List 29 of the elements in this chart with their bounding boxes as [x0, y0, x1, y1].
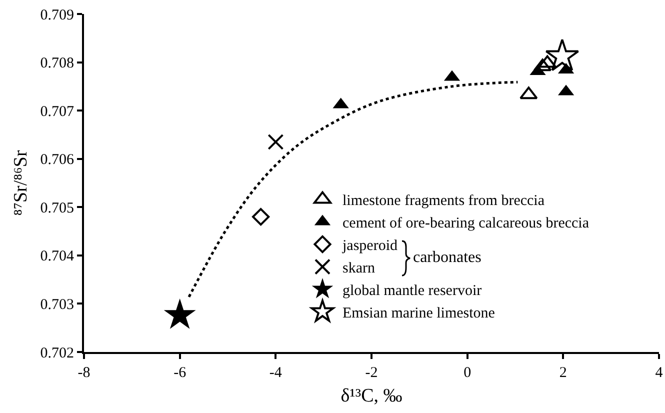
x-tick-label: -8: [78, 365, 90, 381]
x-tick-label: 4: [655, 365, 664, 381]
y-tick-label: 0.705: [40, 200, 74, 216]
point: [538, 55, 556, 68]
x-tick-label: 0: [464, 365, 472, 381]
legend-label: skarn: [342, 260, 376, 277]
legend-label: Emsian marine limestone: [342, 306, 496, 322]
legend-label: jasperoid: [342, 238, 398, 254]
legend-label: limestone fragments from breccia: [342, 193, 545, 210]
y-tick-label: 0.703: [40, 296, 74, 313]
y-tick-label: 0.709: [40, 7, 74, 24]
annotation: carbonates: [412, 249, 482, 268]
x-tick-label: -4: [269, 365, 282, 381]
y-tick-label: 0.704: [40, 248, 74, 265]
y-axis-title: ⁸⁷Sr/⁸⁶Sr: [10, 150, 32, 216]
x-tick-label: 2: [559, 365, 567, 381]
y-tick-label: 0.707: [40, 104, 74, 120]
x-tick-label: -6: [174, 365, 187, 381]
legend-label: global mantle reservoir: [342, 283, 482, 300]
x-tick-label: -2: [365, 365, 378, 381]
y-tick-label: 0.706: [40, 152, 74, 168]
legend-label: cement of ore-bearing calcareous breccia: [342, 216, 590, 232]
point: [268, 134, 284, 150]
point: [545, 38, 580, 72]
y-tick-label: 0.702: [40, 345, 74, 362]
point: [520, 86, 538, 100]
point: [164, 298, 196, 329]
x-axis-title: δ¹³C, ‰: [340, 385, 402, 406]
y-tick-label: 0.708: [40, 56, 74, 72]
